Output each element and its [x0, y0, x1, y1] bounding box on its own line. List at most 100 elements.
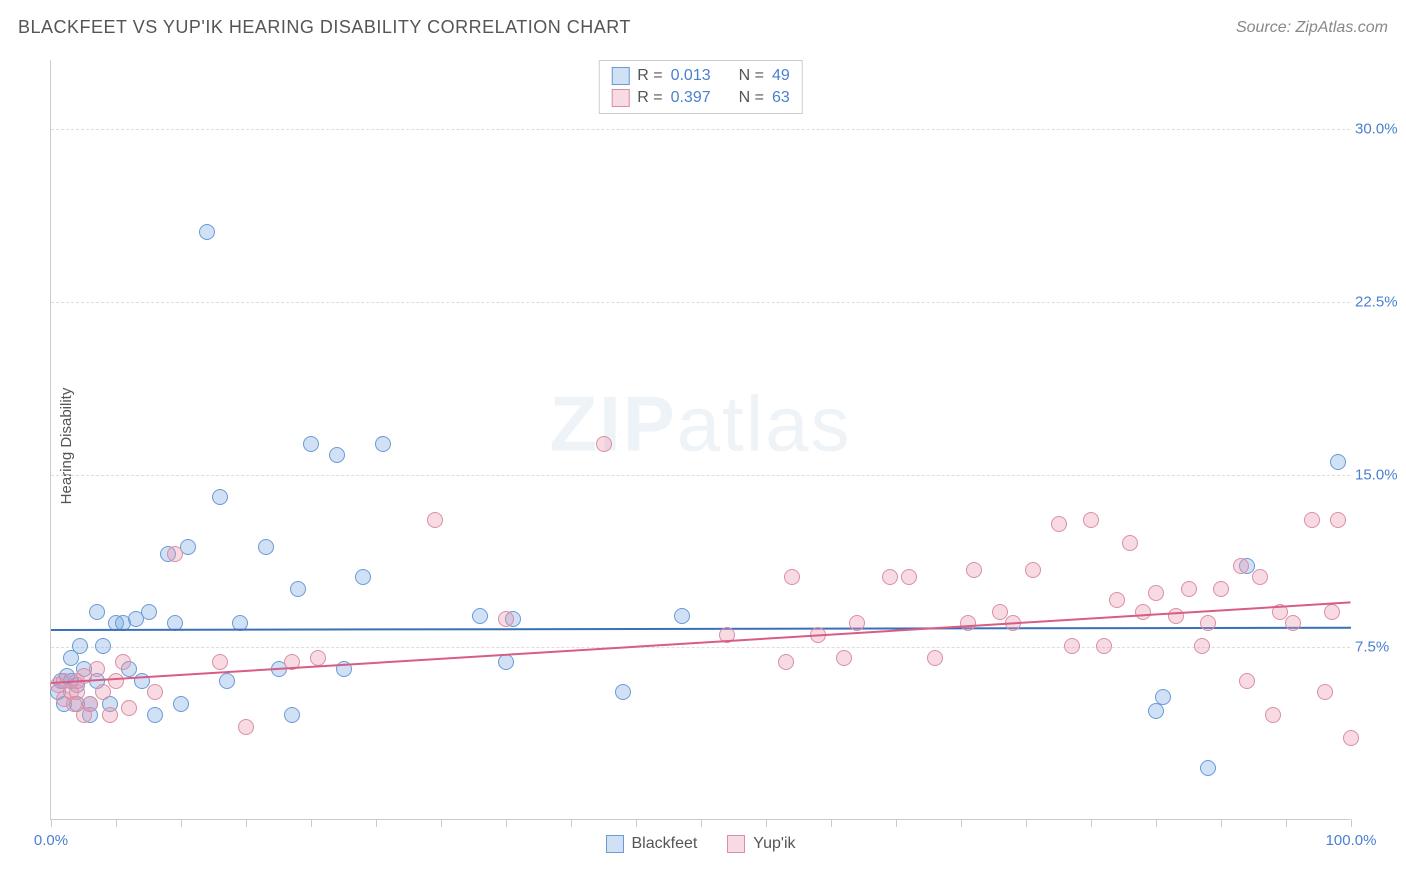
series-legend-item: Blackfeet [605, 833, 697, 855]
data-point [1304, 512, 1320, 528]
data-point [901, 569, 917, 585]
data-point [1330, 454, 1346, 470]
chart-title: BLACKFEET VS YUP'IK HEARING DISABILITY C… [18, 17, 631, 38]
data-point [355, 569, 371, 585]
data-point [82, 696, 98, 712]
x-tick [896, 819, 897, 827]
data-point [615, 684, 631, 700]
data-point [121, 700, 137, 716]
data-point [290, 581, 306, 597]
y-tick-label: 15.0% [1355, 466, 1405, 483]
data-point [1213, 581, 1229, 597]
data-point [1200, 760, 1216, 776]
data-point [1148, 703, 1164, 719]
data-point [1265, 707, 1281, 723]
data-point [498, 611, 514, 627]
data-point [1330, 512, 1346, 528]
data-point [72, 638, 88, 654]
x-tick [1026, 819, 1027, 827]
grid-line [51, 129, 1350, 130]
legend-swatch [611, 67, 629, 85]
legend-r-label: R = [637, 89, 662, 107]
data-point [238, 719, 254, 735]
legend-row: R = 0.397N = 63 [611, 87, 790, 109]
data-point [108, 673, 124, 689]
chart-header: BLACKFEET VS YUP'IK HEARING DISABILITY C… [0, 0, 1406, 50]
data-point [472, 608, 488, 624]
data-point [1194, 638, 1210, 654]
legend-row: R = 0.013 N = 49 [611, 65, 790, 87]
legend-n-label: N = [739, 89, 764, 107]
data-point [1324, 604, 1340, 620]
data-point [284, 707, 300, 723]
x-tick [636, 819, 637, 827]
data-point [427, 512, 443, 528]
x-tick [246, 819, 247, 827]
x-tick [1351, 819, 1352, 827]
legend-swatch [611, 89, 629, 107]
data-point [1252, 569, 1268, 585]
data-point [674, 608, 690, 624]
data-point [1051, 516, 1067, 532]
data-point [258, 539, 274, 555]
x-tick [571, 819, 572, 827]
legend-r-value: 0.397 [671, 89, 711, 107]
grid-line [51, 302, 1350, 303]
correlation-legend: R = 0.013N = 49R = 0.397N = 63 [598, 60, 803, 114]
x-tick [961, 819, 962, 827]
x-tick [1286, 819, 1287, 827]
x-tick [441, 819, 442, 827]
y-tick-label: 30.0% [1355, 121, 1405, 138]
watermark-light: atlas [677, 380, 852, 468]
grid-line [51, 475, 1350, 476]
data-point [212, 489, 228, 505]
x-tick [701, 819, 702, 827]
legend-n-label: N = [739, 67, 764, 85]
data-point [1025, 562, 1041, 578]
watermark: ZIPatlas [549, 379, 851, 470]
x-tick [1156, 819, 1157, 827]
data-point [199, 224, 215, 240]
data-point [147, 684, 163, 700]
x-tick [376, 819, 377, 827]
x-tick-label-left: 0.0% [34, 832, 68, 849]
data-point [784, 569, 800, 585]
data-point [95, 638, 111, 654]
x-tick [1221, 819, 1222, 827]
data-point [329, 447, 345, 463]
data-point [960, 615, 976, 631]
legend-r-label: R = [637, 67, 662, 85]
data-point [882, 569, 898, 585]
series-legend: Blackfeet Yup'ik [605, 833, 795, 855]
data-point [1148, 585, 1164, 601]
x-tick-label-right: 100.0% [1326, 832, 1377, 849]
data-point [836, 650, 852, 666]
data-point [1233, 558, 1249, 574]
data-point [1168, 608, 1184, 624]
legend-n-value: 49 [772, 67, 790, 85]
data-point [89, 661, 105, 677]
data-point [1317, 684, 1333, 700]
data-point [1135, 604, 1151, 620]
data-point [927, 650, 943, 666]
x-tick [116, 819, 117, 827]
data-point [303, 436, 319, 452]
x-tick [766, 819, 767, 827]
data-point [1155, 689, 1171, 705]
series-legend-label: Blackfeet [631, 835, 697, 853]
x-tick [181, 819, 182, 827]
data-point [1122, 535, 1138, 551]
y-tick-label: 22.5% [1355, 293, 1405, 310]
y-tick-label: 7.5% [1355, 639, 1405, 656]
series-legend-item: Yup'ik [727, 833, 795, 855]
data-point [1239, 673, 1255, 689]
data-point [219, 673, 235, 689]
data-point [115, 654, 131, 670]
data-point [1285, 615, 1301, 631]
grid-line [51, 647, 1350, 648]
legend-r-value: 0.013 [671, 67, 711, 85]
data-point [778, 654, 794, 670]
data-point [966, 562, 982, 578]
x-tick [1091, 819, 1092, 827]
chart-source: Source: ZipAtlas.com [1236, 19, 1388, 37]
